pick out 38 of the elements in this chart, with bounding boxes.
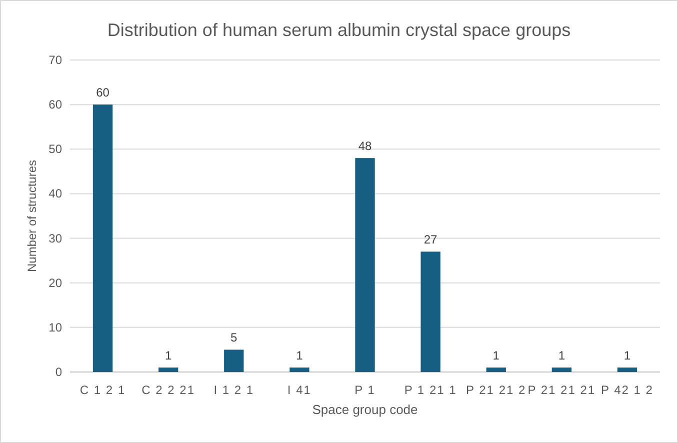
x-tick-label: C 1 2 1 [80, 383, 126, 397]
bar [92, 104, 113, 372]
data-label: 5 [230, 330, 238, 345]
bar [355, 158, 375, 372]
data-label: 48 [358, 139, 372, 154]
data-label: 1 [164, 348, 172, 363]
y-axis-title: Number of structures [25, 160, 39, 272]
bar [420, 252, 440, 372]
data-label: 27 [424, 232, 438, 247]
x-tick-label: I 1 2 1 [214, 383, 254, 397]
chart-title: Distribution of human serum albumin crystal space groups [107, 20, 571, 40]
y-tick-label: 40 [48, 186, 62, 201]
y-tick-label: 60 [48, 98, 62, 112]
bar [617, 368, 638, 372]
y-tick-label: 0 [55, 365, 62, 379]
x-tick-label: C 2 2 21 [142, 383, 196, 397]
bar [290, 368, 310, 372]
x-tick-label: I 41 [287, 383, 312, 397]
data-label: 1 [492, 348, 500, 363]
x-tick-label: P 21 21 2 [466, 383, 526, 397]
x-tick-label: P 21 21 21 [528, 383, 596, 397]
y-tick-label: 70 [48, 53, 62, 67]
x-tick-label: P 42 1 2 [600, 383, 654, 397]
bar [158, 368, 178, 372]
data-label: 1 [558, 348, 566, 363]
x-tick-label: P 1 21 1 [404, 383, 457, 397]
x-axis-title: Space group code [312, 402, 418, 417]
bar [486, 368, 506, 372]
bar [224, 350, 244, 372]
data-label: 1 [624, 348, 631, 363]
y-tick-label: 20 [48, 276, 62, 290]
x-tick-label: P 1 [354, 383, 376, 397]
bar [552, 368, 572, 372]
data-label: 60 [96, 86, 110, 100]
data-label: 1 [296, 348, 304, 363]
y-tick-label: 10 [48, 320, 62, 334]
y-tick-label: 30 [48, 231, 62, 246]
y-tick-label: 50 [48, 142, 62, 156]
